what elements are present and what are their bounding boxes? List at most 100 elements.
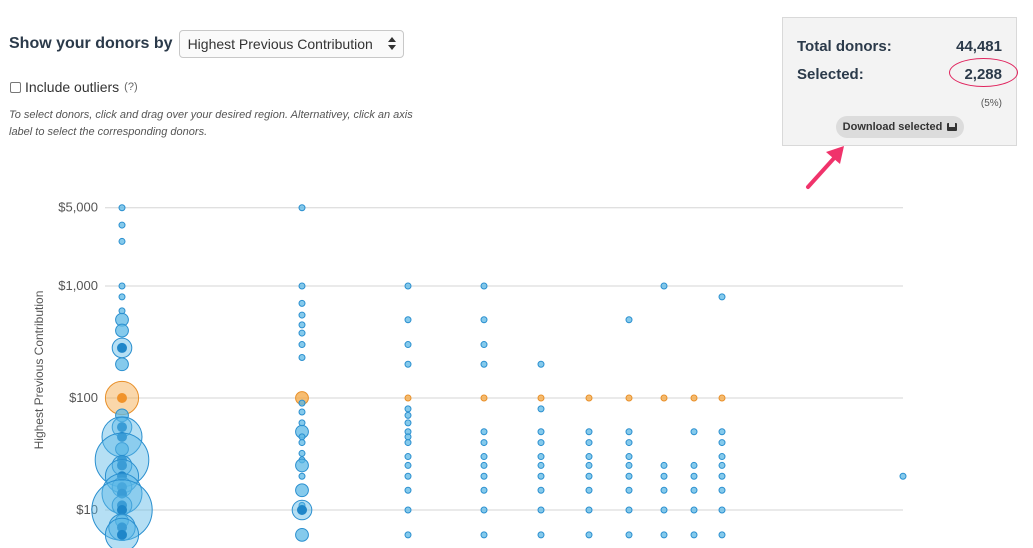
data-point[interactable] [660,394,668,402]
data-point[interactable] [537,461,545,469]
data-point[interactable] [585,486,593,494]
data-point[interactable] [585,453,593,461]
data-point[interactable] [118,282,126,290]
data-point[interactable] [298,299,306,307]
data-point[interactable] [585,506,593,514]
include-outliers-label[interactable]: Include outliers [25,79,120,95]
data-point[interactable] [404,282,412,290]
data-point[interactable] [718,439,726,447]
data-point[interactable] [660,461,668,469]
data-point[interactable] [118,293,126,301]
data-point[interactable] [480,472,488,480]
data-point[interactable] [718,293,726,301]
data-point[interactable] [537,360,545,368]
data-point[interactable] [118,237,126,245]
data-point[interactable] [404,411,412,419]
data-point[interactable] [118,221,126,229]
data-point[interactable] [690,531,698,539]
data-point[interactable] [298,439,306,447]
data-point[interactable] [660,472,668,480]
y-tick-label[interactable]: $5,000 [58,200,98,215]
data-point[interactable] [718,453,726,461]
include-outliers-checkbox[interactable] [10,81,21,93]
data-point[interactable] [537,428,545,436]
data-point[interactable] [585,531,593,539]
y-axis-label[interactable]: Highest Previous Contribution [32,291,46,450]
data-point[interactable] [404,360,412,368]
data-point[interactable] [690,506,698,514]
y-tick-label[interactable]: $10 [76,502,98,517]
data-point[interactable] [625,439,633,447]
data-point[interactable] [625,472,633,480]
data-point[interactable] [480,531,488,539]
data-point[interactable] [718,486,726,494]
data-point[interactable] [404,316,412,324]
data-point[interactable] [625,394,633,402]
data-point[interactable] [298,433,306,441]
data-point[interactable] [295,458,309,473]
data-point[interactable] [404,341,412,349]
data-point[interactable] [718,506,726,514]
data-point[interactable] [660,506,668,514]
data-point[interactable] [537,394,545,402]
data-point[interactable] [115,408,129,423]
data-point[interactable] [625,506,633,514]
data-point[interactable] [660,486,668,494]
data-point[interactable] [480,506,488,514]
data-point[interactable] [690,394,698,402]
data-point[interactable] [625,531,633,539]
data-point[interactable] [625,453,633,461]
data-point[interactable] [298,311,306,319]
data-point[interactable] [690,461,698,469]
data-point[interactable] [537,405,545,413]
data-point[interactable] [115,323,129,338]
data-point[interactable] [660,282,668,290]
data-point[interactable] [690,486,698,494]
help-link[interactable]: (?) [124,81,138,93]
data-point[interactable] [404,405,412,413]
y-tick-label[interactable]: $1,000 [58,278,98,293]
data-point[interactable] [585,439,593,447]
data-point[interactable] [899,472,907,480]
data-point[interactable] [585,394,593,402]
data-point[interactable] [404,439,412,447]
data-point[interactable] [718,472,726,480]
show-by-select[interactable]: Highest Previous Contribution [178,30,404,58]
data-point[interactable] [480,282,488,290]
data-point[interactable] [585,428,593,436]
data-point[interactable] [690,428,698,436]
data-point[interactable] [537,472,545,480]
data-point[interactable] [115,357,129,372]
data-point[interactable] [718,394,726,402]
data-point[interactable] [298,329,306,337]
data-point[interactable] [480,316,488,324]
data-point[interactable] [404,433,412,441]
data-point[interactable] [585,472,593,480]
data-point[interactable] [625,316,633,324]
data-point[interactable] [718,531,726,539]
data-point[interactable] [625,428,633,436]
data-point[interactable] [537,453,545,461]
data-point[interactable] [480,394,488,402]
data-point[interactable] [298,353,306,361]
data-point[interactable] [480,360,488,368]
data-point[interactable] [480,341,488,349]
data-point[interactable] [298,204,306,212]
data-point[interactable] [404,461,412,469]
data-point[interactable] [625,461,633,469]
data-point[interactable] [404,486,412,494]
download-selected-button[interactable]: Download selected [836,116,964,138]
data-point[interactable] [660,531,668,539]
donor-scatter-chart[interactable]: $5,000 $1,000 $100 $10 Highest Previous Cont… [0,160,1033,548]
data-point[interactable] [295,483,309,498]
data-point[interactable] [480,486,488,494]
data-point[interactable] [537,531,545,539]
data-point[interactable] [480,439,488,447]
data-point[interactable] [718,461,726,469]
data-point[interactable] [295,527,309,542]
data-point[interactable] [298,449,306,457]
data-point[interactable] [298,399,306,407]
data-point[interactable] [298,341,306,349]
data-point[interactable] [404,394,412,402]
data-point[interactable] [404,506,412,514]
